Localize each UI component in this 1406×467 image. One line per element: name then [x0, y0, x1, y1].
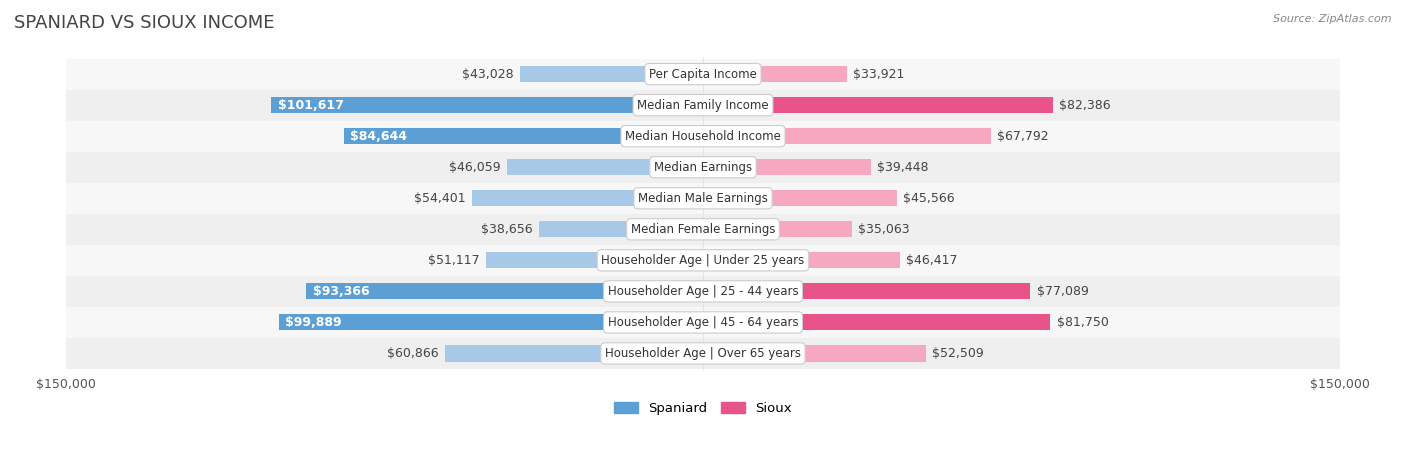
Text: $39,448: $39,448	[877, 161, 928, 174]
Bar	[703, 346, 927, 361]
Bar	[278, 314, 703, 331]
Bar	[307, 283, 703, 299]
Text: Median Earnings: Median Earnings	[654, 161, 752, 174]
Text: Median Household Income: Median Household Income	[626, 130, 780, 143]
Text: $77,089: $77,089	[1036, 285, 1088, 298]
Text: $81,750: $81,750	[1056, 316, 1108, 329]
Text: $35,063: $35,063	[858, 223, 910, 236]
Bar	[703, 190, 897, 206]
Legend: Spaniard, Sioux: Spaniard, Sioux	[609, 396, 797, 420]
Text: Source: ZipAtlas.com: Source: ZipAtlas.com	[1274, 14, 1392, 24]
Bar	[703, 314, 1050, 331]
Text: $38,656: $38,656	[481, 223, 533, 236]
Text: $99,889: $99,889	[285, 316, 342, 329]
Text: $46,417: $46,417	[907, 254, 957, 267]
Bar	[444, 346, 703, 361]
Bar	[66, 152, 1340, 183]
Bar	[66, 58, 1340, 90]
Text: $54,401: $54,401	[413, 192, 465, 205]
Text: Median Male Earnings: Median Male Earnings	[638, 192, 768, 205]
Text: $51,117: $51,117	[427, 254, 479, 267]
Text: $33,921: $33,921	[853, 68, 905, 81]
Bar	[66, 338, 1340, 369]
Text: Householder Age | Over 65 years: Householder Age | Over 65 years	[605, 347, 801, 360]
Text: $52,509: $52,509	[932, 347, 984, 360]
Text: Per Capita Income: Per Capita Income	[650, 68, 756, 81]
Text: $84,644: $84,644	[350, 130, 406, 143]
Bar	[66, 214, 1340, 245]
Text: $45,566: $45,566	[903, 192, 955, 205]
Bar	[66, 245, 1340, 276]
Bar	[66, 120, 1340, 152]
Bar	[472, 190, 703, 206]
Bar	[343, 128, 703, 144]
Bar	[703, 252, 900, 269]
Text: Median Family Income: Median Family Income	[637, 99, 769, 112]
Bar	[703, 221, 852, 237]
Bar	[703, 159, 870, 175]
Bar	[508, 159, 703, 175]
Text: SPANIARD VS SIOUX INCOME: SPANIARD VS SIOUX INCOME	[14, 14, 274, 32]
Text: Householder Age | Under 25 years: Householder Age | Under 25 years	[602, 254, 804, 267]
Text: Householder Age | 45 - 64 years: Householder Age | 45 - 64 years	[607, 316, 799, 329]
Bar	[486, 252, 703, 269]
Text: $82,386: $82,386	[1059, 99, 1111, 112]
Text: Householder Age | 25 - 44 years: Householder Age | 25 - 44 years	[607, 285, 799, 298]
Text: $43,028: $43,028	[463, 68, 515, 81]
Bar	[66, 183, 1340, 214]
Bar	[66, 90, 1340, 120]
Text: $101,617: $101,617	[278, 99, 343, 112]
Bar	[271, 97, 703, 113]
Bar	[66, 307, 1340, 338]
Bar	[703, 128, 991, 144]
Bar	[66, 276, 1340, 307]
Bar	[703, 97, 1053, 113]
Text: $46,059: $46,059	[450, 161, 501, 174]
Text: Median Female Earnings: Median Female Earnings	[631, 223, 775, 236]
Bar	[538, 221, 703, 237]
Text: $93,366: $93,366	[314, 285, 370, 298]
Bar	[703, 283, 1031, 299]
Text: $60,866: $60,866	[387, 347, 439, 360]
Bar	[703, 66, 846, 82]
Bar	[520, 66, 703, 82]
Text: $67,792: $67,792	[997, 130, 1049, 143]
